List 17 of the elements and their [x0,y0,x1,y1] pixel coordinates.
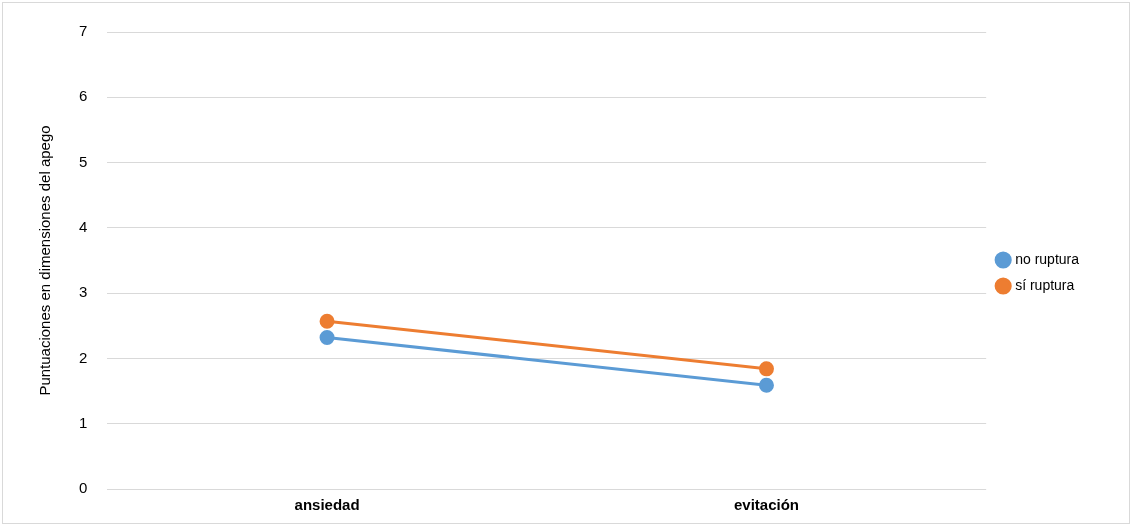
legend-label: sí ruptura [1015,276,1075,293]
legend-label: no ruptura [1015,250,1080,267]
y-tick-label: 0 [79,479,88,497]
y-tick-label: 7 [79,22,88,40]
y-axis-title: Puntuaciones en dimensiones del apego [36,125,54,396]
y-tick-label: 6 [79,87,88,105]
x-tick-label: ansiedad [294,496,360,514]
y-tick-label: 5 [79,152,88,170]
point [758,377,774,393]
y-tick-label: 1 [79,413,88,431]
y-tick-label: 3 [79,283,88,301]
point [319,313,335,329]
x-tick-label: evitación [733,496,799,514]
point [758,361,774,377]
point [319,330,335,346]
y-tick-label: 2 [79,348,88,366]
y-tick-label: 4 [79,218,88,235]
